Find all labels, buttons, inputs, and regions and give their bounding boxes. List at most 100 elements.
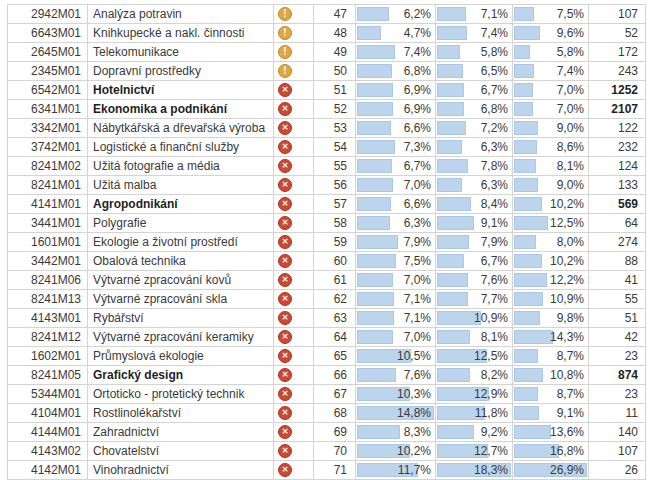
cell-percent-3[interactable]: 7,0% — [513, 81, 589, 100]
cell-status[interactable] — [274, 176, 314, 195]
cell-percent-3[interactable]: 9,1% — [513, 404, 589, 423]
cell-code[interactable]: 1601M01 — [8, 233, 88, 252]
cell-code[interactable]: 4104M01 — [8, 404, 88, 423]
cell-rank[interactable]: 59 — [314, 233, 356, 252]
cell-percent-2[interactable]: 6,5% — [436, 62, 513, 81]
cell-code[interactable]: 8241M06 — [8, 271, 88, 290]
cell-percent-3[interactable]: 10,2% — [513, 195, 589, 214]
cell-rank[interactable]: 61 — [314, 271, 356, 290]
cell-rank[interactable]: 49 — [314, 43, 356, 62]
cell-code[interactable]: 4142M01 — [8, 461, 88, 480]
cell-percent-3[interactable]: 16,8% — [513, 442, 589, 461]
cell-code[interactable]: 2942M01 — [8, 5, 88, 24]
cell-rank[interactable]: 64 — [314, 328, 356, 347]
cell-percent-2[interactable]: 8,1% — [436, 328, 513, 347]
cell-name[interactable]: Analýza potravin — [88, 5, 274, 24]
cell-percent-2[interactable]: 7,7% — [436, 290, 513, 309]
cell-percent-1[interactable]: 7,5% — [356, 252, 436, 271]
cell-code[interactable]: 6341M01 — [8, 100, 88, 119]
cell-name[interactable]: Ekologie a životní prostředí — [88, 233, 274, 252]
cell-status[interactable] — [274, 404, 314, 423]
cell-percent-3[interactable]: 5,8% — [513, 43, 589, 62]
cell-count[interactable]: 122 — [589, 119, 646, 138]
cell-rank[interactable]: 70 — [314, 442, 356, 461]
cell-rank[interactable]: 60 — [314, 252, 356, 271]
cell-count[interactable]: 88 — [589, 252, 646, 271]
cell-rank[interactable]: 50 — [314, 62, 356, 81]
cell-percent-1[interactable]: 10,3% — [356, 385, 436, 404]
cell-percent-1[interactable]: 8,3% — [356, 423, 436, 442]
cell-rank[interactable]: 69 — [314, 423, 356, 442]
cell-status[interactable] — [274, 252, 314, 271]
cell-percent-1[interactable]: 6,9% — [356, 100, 436, 119]
cell-code[interactable]: 8241M05 — [8, 366, 88, 385]
cell-percent-2[interactable]: 12,7% — [436, 442, 513, 461]
cell-percent-1[interactable]: 6,9% — [356, 81, 436, 100]
cell-count[interactable]: 51 — [589, 309, 646, 328]
cell-percent-1[interactable]: 7,6% — [356, 366, 436, 385]
cell-percent-3[interactable]: 9,0% — [513, 119, 589, 138]
cell-status[interactable] — [274, 385, 314, 404]
cell-code[interactable]: 3742M01 — [8, 138, 88, 157]
cell-percent-2[interactable]: 12,5% — [436, 347, 513, 366]
cell-code[interactable]: 3441M01 — [8, 214, 88, 233]
cell-code[interactable]: 3442M01 — [8, 252, 88, 271]
cell-percent-3[interactable]: 13,6% — [513, 423, 589, 442]
cell-name[interactable]: Agropodnikání — [88, 195, 274, 214]
cell-name[interactable]: Výtvarné zpracování skla — [88, 290, 274, 309]
cell-name[interactable]: Nábytkářská a dřevařská výroba — [88, 119, 274, 138]
cell-status[interactable] — [274, 81, 314, 100]
cell-rank[interactable]: 54 — [314, 138, 356, 157]
cell-name[interactable]: Užitá malba — [88, 176, 274, 195]
cell-count[interactable]: 172 — [589, 43, 646, 62]
cell-code[interactable]: 8241M01 — [8, 176, 88, 195]
cell-name[interactable]: Dopravní prostředky — [88, 62, 274, 81]
cell-status[interactable] — [274, 271, 314, 290]
cell-rank[interactable]: 47 — [314, 5, 356, 24]
cell-status[interactable] — [274, 442, 314, 461]
cell-rank[interactable]: 66 — [314, 366, 356, 385]
cell-percent-1[interactable]: 6,8% — [356, 62, 436, 81]
cell-rank[interactable]: 68 — [314, 404, 356, 423]
cell-percent-1[interactable]: 7,1% — [356, 290, 436, 309]
cell-percent-2[interactable]: 9,1% — [436, 214, 513, 233]
cell-percent-3[interactable]: 9,8% — [513, 309, 589, 328]
cell-percent-1[interactable]: 6,6% — [356, 195, 436, 214]
cell-percent-2[interactable]: 6,8% — [436, 100, 513, 119]
cell-count[interactable]: 41 — [589, 271, 646, 290]
cell-status[interactable] — [274, 157, 314, 176]
cell-name[interactable]: Ekonomika a podnikání — [88, 100, 274, 119]
cell-count[interactable]: 1252 — [589, 81, 646, 100]
cell-percent-3[interactable]: 10,8% — [513, 366, 589, 385]
cell-name[interactable]: Vinohradnictví — [88, 461, 274, 480]
cell-percent-1[interactable]: 11,7% — [356, 461, 436, 480]
cell-status[interactable] — [274, 214, 314, 233]
cell-count[interactable]: 569 — [589, 195, 646, 214]
cell-status[interactable] — [274, 233, 314, 252]
cell-percent-2[interactable]: 10,9% — [436, 309, 513, 328]
cell-status[interactable] — [274, 5, 314, 24]
cell-status[interactable] — [274, 290, 314, 309]
cell-count[interactable]: 874 — [589, 366, 646, 385]
cell-percent-2[interactable]: 8,2% — [436, 366, 513, 385]
cell-percent-1[interactable]: 6,7% — [356, 157, 436, 176]
cell-percent-3[interactable]: 7,0% — [513, 100, 589, 119]
cell-percent-3[interactable]: 8,6% — [513, 138, 589, 157]
cell-code[interactable]: 8241M13 — [8, 290, 88, 309]
cell-rank[interactable]: 67 — [314, 385, 356, 404]
cell-name[interactable]: Hotelnictví — [88, 81, 274, 100]
cell-code[interactable]: 6542M01 — [8, 81, 88, 100]
cell-percent-2[interactable]: 6,7% — [436, 252, 513, 271]
cell-count[interactable]: 140 — [589, 423, 646, 442]
cell-count[interactable]: 2107 — [589, 100, 646, 119]
cell-percent-3[interactable]: 10,2% — [513, 252, 589, 271]
cell-percent-2[interactable]: 11,8% — [436, 404, 513, 423]
cell-percent-3[interactable]: 8,7% — [513, 385, 589, 404]
cell-status[interactable] — [274, 461, 314, 480]
cell-percent-2[interactable]: 12,9% — [436, 385, 513, 404]
cell-rank[interactable]: 65 — [314, 347, 356, 366]
cell-code[interactable]: 8241M12 — [8, 328, 88, 347]
cell-code[interactable]: 2645M01 — [8, 43, 88, 62]
cell-status[interactable] — [274, 423, 314, 442]
cell-code[interactable]: 4143M01 — [8, 309, 88, 328]
